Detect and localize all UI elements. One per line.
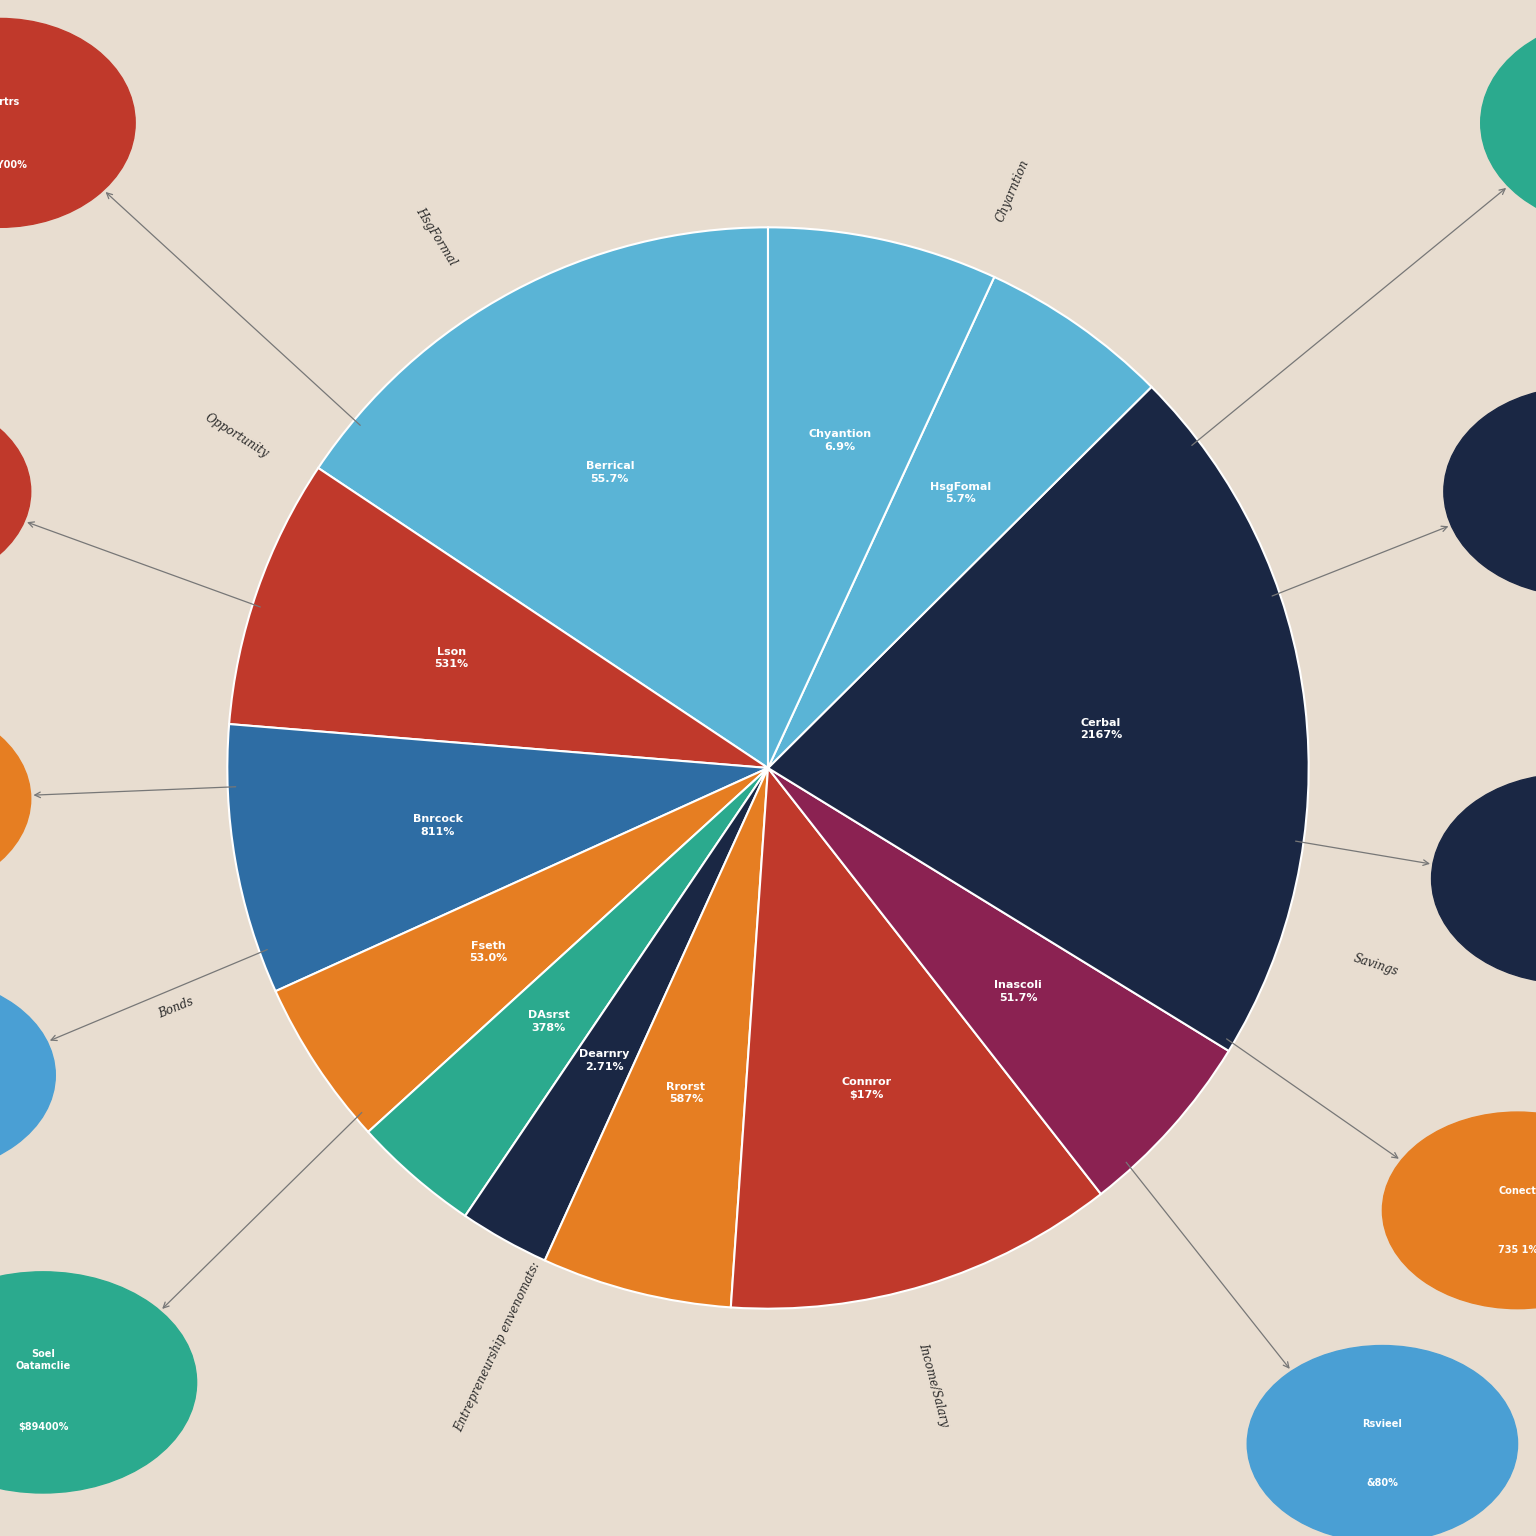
Ellipse shape (1247, 1346, 1518, 1536)
Text: &80%: &80% (1367, 1478, 1398, 1488)
Wedge shape (545, 768, 768, 1307)
Text: DAsrst
378%: DAsrst 378% (528, 1011, 570, 1032)
Text: Dlortrs: Dlortrs (0, 97, 18, 108)
Text: Savings: Savings (1352, 952, 1399, 978)
Wedge shape (227, 723, 768, 991)
Text: Fseth
53.0%: Fseth 53.0% (468, 942, 507, 963)
Ellipse shape (1382, 1112, 1536, 1309)
Text: Income/Salary: Income/Salary (915, 1342, 951, 1428)
Text: Entrepreneurship envenomats:: Entrepreneurship envenomats: (453, 1260, 544, 1435)
Ellipse shape (1481, 18, 1536, 227)
Text: Chyantion
6.9%: Chyantion 6.9% (808, 430, 871, 452)
Text: Connror
$17%: Connror $17% (842, 1077, 891, 1100)
Ellipse shape (0, 393, 31, 590)
Text: Lson
531%: Lson 531% (435, 647, 468, 670)
Wedge shape (229, 468, 768, 768)
Wedge shape (768, 227, 994, 768)
Wedge shape (768, 276, 1152, 768)
Wedge shape (275, 768, 768, 1132)
Text: Soel
Oatamclie: Soel Oatamclie (15, 1350, 71, 1372)
Text: Rrorst
587%: Rrorst 587% (667, 1081, 705, 1104)
Wedge shape (768, 768, 1229, 1193)
Wedge shape (768, 387, 1309, 1051)
Text: Bonds: Bonds (157, 994, 195, 1020)
Text: Opportunity: Opportunity (203, 412, 270, 461)
Text: HsgFomal
5.7%: HsgFomal 5.7% (929, 482, 991, 504)
Text: 735 1%: 735 1% (1498, 1244, 1536, 1255)
Text: Dearnry
2.71%: Dearnry 2.71% (579, 1049, 630, 1072)
Text: HsgFormal: HsgFormal (413, 206, 459, 267)
Text: Conect: Conect (1499, 1186, 1536, 1195)
Text: Chyarntion: Chyarntion (994, 158, 1032, 224)
Text: Rsvieel: Rsvieel (1362, 1419, 1402, 1428)
Ellipse shape (0, 977, 55, 1174)
Ellipse shape (0, 18, 135, 227)
Wedge shape (465, 768, 768, 1261)
Ellipse shape (1444, 387, 1536, 596)
Wedge shape (731, 768, 1101, 1309)
Text: Berrical
55.7%: Berrical 55.7% (585, 461, 634, 484)
Ellipse shape (0, 700, 31, 897)
Ellipse shape (0, 1272, 197, 1493)
Text: $89400%: $89400% (18, 1422, 68, 1432)
Text: Bnrcock
811%: Bnrcock 811% (413, 814, 462, 837)
Text: Cerbal
2167%: Cerbal 2167% (1080, 717, 1123, 740)
Ellipse shape (1432, 774, 1536, 983)
Wedge shape (318, 227, 768, 768)
Text: $12 Y00%: $12 Y00% (0, 160, 28, 169)
Wedge shape (369, 768, 768, 1217)
Text: Inascoli
51.7%: Inascoli 51.7% (994, 980, 1041, 1003)
